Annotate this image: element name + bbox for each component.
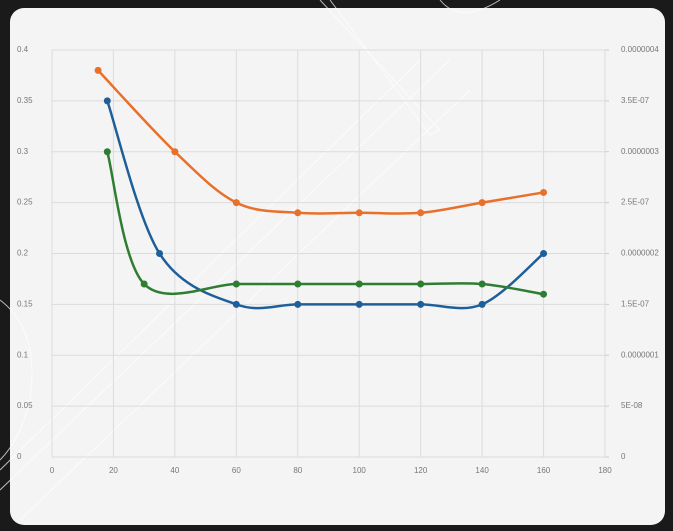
y2-tick-label: 0.0000004 [621, 45, 659, 54]
data-point [103, 148, 111, 156]
y2-tick-label: 0.0000002 [621, 249, 659, 258]
data-point [417, 209, 425, 217]
data-point [232, 280, 240, 288]
x-tick-label: 60 [232, 466, 241, 475]
y2-tick-label: 0.0000003 [621, 147, 659, 156]
data-point [355, 300, 363, 308]
y-tick-label: 0.35 [17, 96, 33, 105]
y-tick-label: 0.1 [17, 350, 29, 359]
x-tick-label: 0 [50, 466, 55, 475]
data-point [294, 280, 302, 288]
y-tick-label: 0.3 [17, 147, 29, 156]
series-line [97, 69, 544, 215]
data-point [540, 188, 548, 196]
decoration [0, 0, 501, 521]
y2-tick-label: 0.0000001 [621, 350, 659, 359]
x-tick-label: 120 [414, 466, 428, 475]
series-line [106, 100, 545, 310]
y2-tick-label: 1.5E-07 [621, 299, 650, 308]
data-point [540, 250, 548, 257]
data-point [355, 280, 363, 288]
data-point [417, 280, 425, 288]
x-tick-label: 100 [353, 466, 367, 475]
data-point [417, 300, 425, 308]
data-point [94, 66, 102, 74]
data-point [156, 250, 164, 257]
x-tick-label: 160 [537, 466, 551, 475]
x-tick-label: 80 [293, 466, 302, 475]
y-tick-label: 0.15 [17, 299, 33, 308]
x-tick-label: 20 [109, 466, 118, 475]
y2-tick-label: 3.5E-07 [621, 96, 650, 105]
y2-tick-label: 2.5E-07 [621, 198, 650, 207]
data-point [232, 300, 240, 308]
data-point [478, 199, 486, 207]
x-tick-label: 180 [598, 466, 612, 475]
y2-tick-label: 0 [621, 452, 626, 461]
data-point [171, 148, 179, 156]
data-point [294, 300, 302, 308]
data-point [232, 199, 240, 207]
y-tick-label: 0.4 [17, 45, 29, 54]
x-tick-label: 40 [170, 466, 179, 475]
y2-tick-label: 5E-08 [621, 401, 643, 410]
data-point [540, 290, 548, 298]
data-point [355, 209, 363, 217]
data-point [294, 209, 302, 217]
y-tick-label: 0.25 [17, 198, 33, 207]
series-line [106, 151, 544, 296]
y-tick-label: 0 [17, 452, 22, 461]
y-tick-label: 0.05 [17, 401, 33, 410]
x-tick-label: 140 [475, 466, 489, 475]
data-point [478, 300, 486, 308]
line-art [0, 0, 501, 521]
data-point [478, 280, 486, 288]
data-point [140, 280, 148, 288]
data-point [103, 97, 111, 105]
y-tick-label: 0.2 [17, 249, 29, 258]
